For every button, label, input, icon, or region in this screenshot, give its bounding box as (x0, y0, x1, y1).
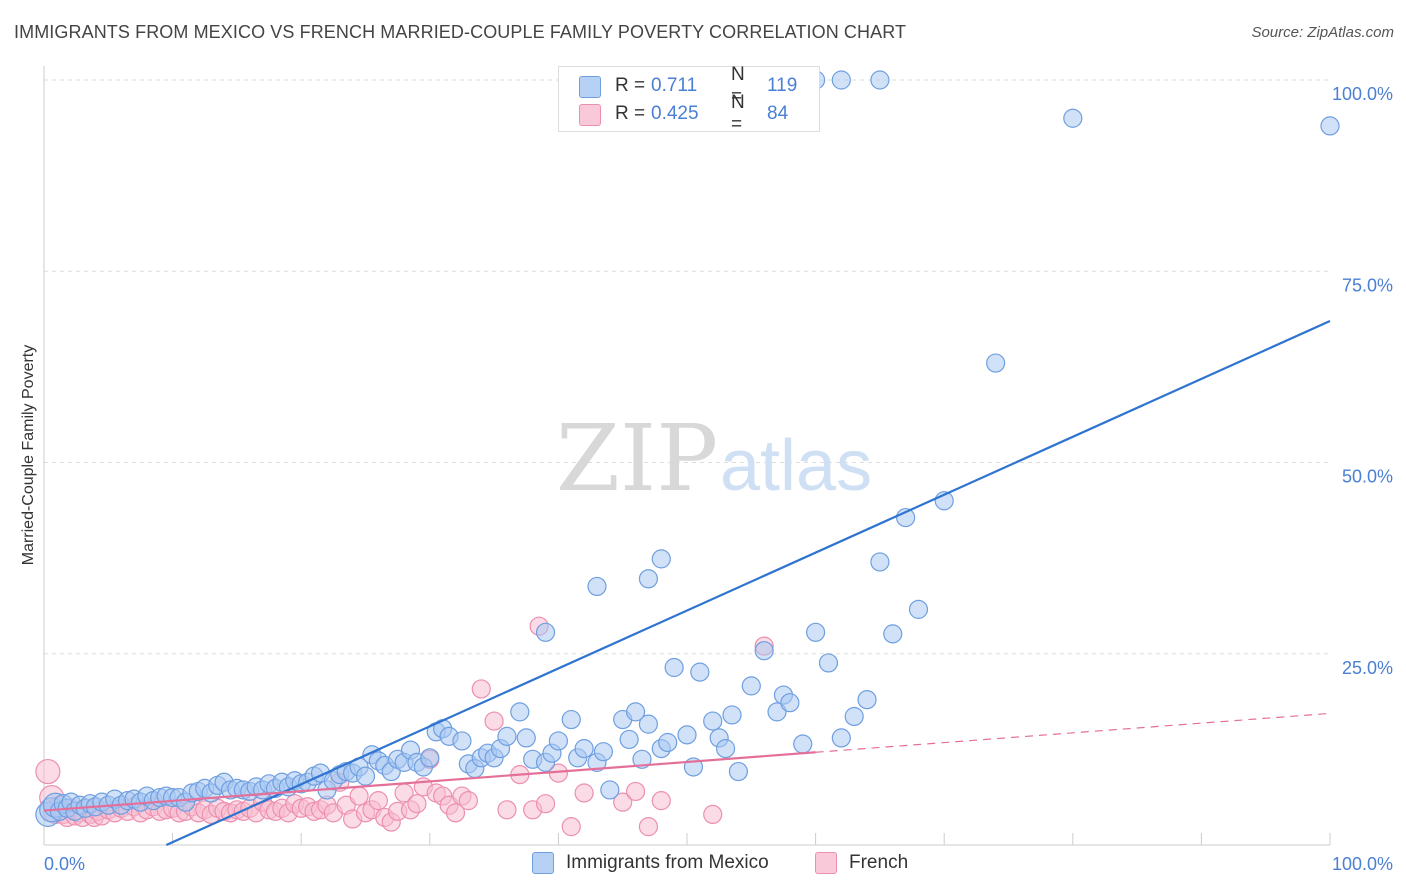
mexico-point (355, 766, 376, 786)
legend-swatch-blue (579, 76, 601, 98)
legend-r-value: 0.425 (651, 103, 699, 124)
watermark-atlas: atlas (720, 426, 872, 506)
mexico-point (793, 734, 813, 754)
mexico-point (857, 690, 877, 710)
mexico-point (535, 622, 556, 642)
watermark-zip: ZIP (556, 405, 718, 512)
mexico-point (452, 731, 472, 751)
y-tick-label: 25.0% (1342, 658, 1393, 678)
legend-swatch-pink (815, 852, 837, 874)
mexico-point (651, 549, 671, 569)
legend-label-french: French (849, 852, 909, 873)
trend-lines (43, 319, 1331, 847)
mexico-point (619, 729, 639, 750)
french-point (638, 817, 659, 837)
x-tick-label: 0.0% (44, 854, 85, 874)
french-point (625, 781, 646, 802)
french-point (484, 711, 504, 731)
french-point (349, 786, 369, 806)
french-point (535, 794, 556, 814)
source-credit: Source: ZipAtlas.com (1251, 24, 1394, 41)
mexico-point (722, 705, 742, 725)
french-point (703, 804, 723, 825)
legend-n-label: N = (731, 64, 745, 107)
mexico-point (754, 641, 774, 661)
mexico-point (715, 739, 736, 759)
french-point (368, 791, 388, 811)
mexico-point (986, 353, 1006, 373)
y-tick-label: 50.0% (1342, 467, 1393, 487)
correlation-legend: R = 0.711 N = 119 R = 0.425 N = 84 (558, 64, 820, 135)
french-point (471, 679, 491, 699)
tick-labels: 25.0% 50.0% 75.0% 100.0% 0.0% 100.0% (44, 84, 1393, 874)
legend-r-label: R = (615, 103, 646, 124)
mexico-point (844, 706, 864, 727)
mexico-point (548, 731, 569, 751)
french-point (497, 800, 517, 820)
mexico-trend-line (165, 319, 1331, 847)
mexico-point (638, 569, 659, 589)
mexico-point (632, 749, 652, 769)
mexico-point (703, 711, 723, 731)
axes (43, 66, 1331, 846)
mexico-point (664, 657, 684, 678)
legend-n-label: N = (731, 92, 745, 135)
legend-item-mexico: Immigrants from Mexico (532, 852, 769, 874)
mexico-point (497, 726, 517, 746)
mexico-point (516, 728, 536, 748)
french-point (407, 794, 427, 814)
mexico-point (818, 653, 839, 673)
x-tick-label: 100.0% (1332, 854, 1393, 874)
french-point (613, 792, 633, 812)
french-point (651, 791, 671, 811)
mexico-point (420, 748, 440, 768)
mexico-point (1063, 108, 1083, 128)
legend-swatch-pink (579, 104, 601, 126)
mexico-point (1320, 116, 1340, 136)
legend-r-label: R = (615, 75, 646, 96)
mexico-point (831, 728, 851, 748)
mexico-point (870, 552, 890, 572)
legend-swatch-blue (532, 852, 554, 874)
mexico-point (831, 70, 851, 90)
series-legend: Immigrants from Mexico French (0, 852, 1406, 878)
y-tick-label: 75.0% (1342, 275, 1393, 295)
mexico-point (728, 761, 749, 782)
mexico-point (805, 622, 826, 642)
chart-title: IMMIGRANTS FROM MEXICO VS FRENCH MARRIED… (14, 22, 907, 42)
legend-n-value: 119 (767, 75, 798, 96)
mexico-point (593, 742, 614, 762)
mexico-point (883, 624, 903, 644)
legend-n-value: 84 (767, 103, 789, 124)
mexico-point (690, 662, 710, 682)
y-tick-label: 100.0% (1332, 84, 1393, 104)
mexico-point (677, 725, 697, 745)
french-point (458, 791, 478, 811)
mexico-point (870, 70, 890, 90)
legend-label-mexico: Immigrants from Mexico (566, 852, 769, 873)
mexico-point (600, 780, 620, 800)
legend-r-value: 0.711 (651, 75, 698, 96)
watermark: ZIP atlas (556, 405, 872, 512)
french-point (561, 817, 581, 837)
mexico-point (561, 709, 581, 730)
french-trend-line (43, 751, 816, 812)
french-point (445, 803, 466, 823)
mexico-point (510, 702, 530, 722)
mexico-point (908, 599, 929, 619)
mexico-point (587, 576, 607, 597)
legend-item-french: French (815, 852, 908, 874)
grid-lines (44, 79, 1330, 655)
mexico-point (741, 676, 761, 696)
mexico-point (658, 732, 678, 753)
french-point (35, 758, 61, 785)
mexico-point (625, 702, 646, 722)
mexico-point (780, 693, 800, 713)
mexico-point (574, 739, 594, 759)
french-trend-extension (815, 712, 1331, 753)
french-point (574, 783, 594, 803)
mexico-point (638, 714, 659, 734)
